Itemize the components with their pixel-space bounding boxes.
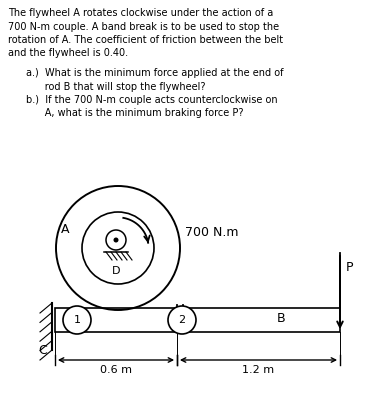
Text: D: D bbox=[112, 266, 120, 276]
Bar bbox=[55, 308, 340, 332]
Circle shape bbox=[168, 306, 196, 334]
Text: P: P bbox=[346, 261, 353, 274]
Circle shape bbox=[106, 230, 126, 250]
Circle shape bbox=[63, 306, 91, 334]
Text: C: C bbox=[38, 344, 47, 357]
Text: The flywheel A rotates clockwise under the action of a: The flywheel A rotates clockwise under t… bbox=[8, 8, 273, 18]
Text: 700 N-m couple. A band break is to be used to stop the: 700 N-m couple. A band break is to be us… bbox=[8, 22, 279, 32]
Text: a.)  What is the minimum force applied at the end of: a.) What is the minimum force applied at… bbox=[26, 68, 284, 78]
Text: 0.6 m: 0.6 m bbox=[100, 365, 132, 375]
Text: 1.2 m: 1.2 m bbox=[242, 365, 274, 375]
Text: rotation of A. The coefficient of friction between the belt: rotation of A. The coefficient of fricti… bbox=[8, 35, 283, 45]
Text: 700 N.m: 700 N.m bbox=[185, 226, 238, 240]
Text: b.)  If the 700 N-m couple acts counterclockwise on: b.) If the 700 N-m couple acts countercl… bbox=[26, 95, 278, 105]
Text: A: A bbox=[61, 223, 69, 236]
Text: B: B bbox=[277, 312, 285, 324]
Text: and the flywheel is 0.40.: and the flywheel is 0.40. bbox=[8, 48, 128, 58]
Circle shape bbox=[114, 238, 119, 242]
Text: 1: 1 bbox=[73, 315, 81, 325]
Text: rod B that will stop the flywheel?: rod B that will stop the flywheel? bbox=[26, 82, 205, 92]
Text: A, what is the minimum braking force P?: A, what is the minimum braking force P? bbox=[26, 108, 243, 118]
Text: 2: 2 bbox=[178, 315, 185, 325]
